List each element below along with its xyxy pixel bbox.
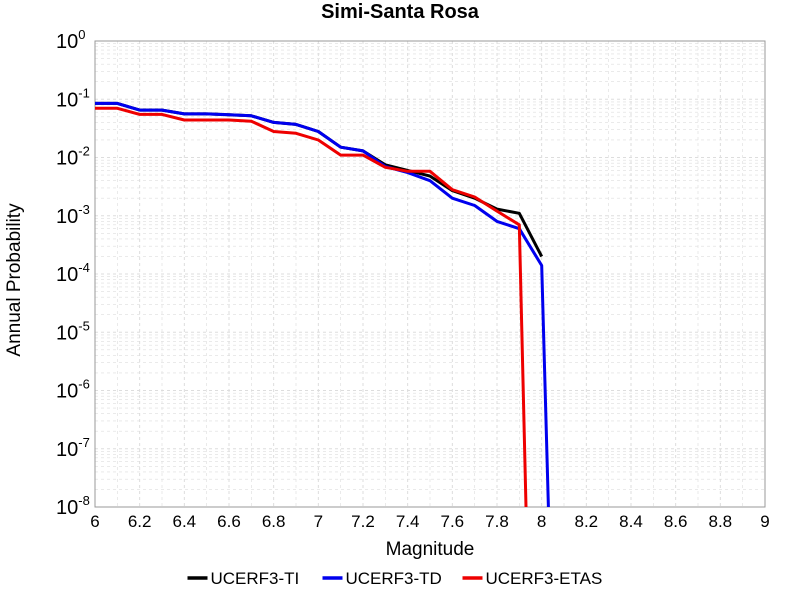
y-tick-exponent: -5 xyxy=(78,318,90,333)
x-tick-label: 6.6 xyxy=(217,512,241,531)
x-tick-label: 8.6 xyxy=(664,512,688,531)
y-tick-base: 10 xyxy=(56,439,78,461)
y-tick-exponent: -8 xyxy=(78,493,90,508)
grid xyxy=(94,41,766,508)
x-tick-label: 6.8 xyxy=(262,512,286,531)
legend-label: UCERF3-TD xyxy=(346,569,442,588)
y-tick-base: 10 xyxy=(56,322,78,344)
y-tick-base: 10 xyxy=(56,497,78,519)
x-tick-label: 9 xyxy=(760,512,769,531)
x-axis-label: Magnitude xyxy=(386,539,475,560)
x-tick-label: 8.4 xyxy=(619,512,643,531)
x-tick-label: 7 xyxy=(314,512,323,531)
series-group xyxy=(95,101,550,508)
y-tick-label: 10-1 xyxy=(56,85,90,111)
x-tick-label: 7.6 xyxy=(441,512,465,531)
y-tick-label: 10-2 xyxy=(56,144,90,170)
x-tick-label: 7.8 xyxy=(485,512,509,531)
series-line-ucerf3-td xyxy=(95,101,550,508)
y-tick-exponent: -2 xyxy=(78,144,90,159)
plot-area xyxy=(94,40,766,508)
legend: UCERF3-TI UCERF3-TD UCERF3-ETAS xyxy=(187,569,603,588)
x-tick-label: 8 xyxy=(537,512,546,531)
y-tick-exponent: -4 xyxy=(78,260,90,275)
x-tick-label: 6.4 xyxy=(173,512,197,531)
y-tick-base: 10 xyxy=(56,148,78,170)
y-tick-base: 10 xyxy=(56,264,78,286)
y-axis-label: Annual Probability xyxy=(4,203,25,357)
y-tick-exponent: -3 xyxy=(78,202,90,217)
x-tick-label: 8.2 xyxy=(575,512,599,531)
legend-label: UCERF3-ETAS xyxy=(486,569,603,588)
legend-label: UCERF3-TI xyxy=(211,569,300,588)
y-tick-label: 10-4 xyxy=(56,260,90,286)
x-tick-label: 7.2 xyxy=(351,512,375,531)
y-tick-exponent: -1 xyxy=(78,85,90,100)
x-tick-label: 8.8 xyxy=(709,512,733,531)
y-tick-base: 10 xyxy=(56,89,78,111)
chart-title: Simi-Santa Rosa xyxy=(321,1,480,23)
series-line-ucerf3-etas xyxy=(95,106,528,508)
x-tick-label: 6 xyxy=(90,512,99,531)
y-tick-exponent: -6 xyxy=(78,377,90,392)
x-tick-label: 6.2 xyxy=(128,512,152,531)
y-tick-base: 10 xyxy=(56,206,78,228)
x-tick-label: 7.4 xyxy=(396,512,420,531)
x-axis-ticks: 6 6.2 6.4 6.6 6.8 7 7.2 7.4 7.6 7.8 8 8.2 8.4 8.6 8.8 9 xyxy=(90,512,769,531)
y-tick-base: 10 xyxy=(56,381,78,403)
y-tick-exponent: -7 xyxy=(78,435,90,450)
y-tick-label: 10-3 xyxy=(56,202,90,228)
y-tick-label: 10-7 xyxy=(56,435,90,461)
y-tick-label: 10-5 xyxy=(56,318,90,344)
y-tick-label: 10-6 xyxy=(56,377,90,403)
y-tick-label: 10-8 xyxy=(56,493,90,519)
y-tick-label: 100 xyxy=(56,27,85,53)
y-tick-exponent: 0 xyxy=(78,27,85,42)
y-tick-base: 10 xyxy=(56,31,78,53)
